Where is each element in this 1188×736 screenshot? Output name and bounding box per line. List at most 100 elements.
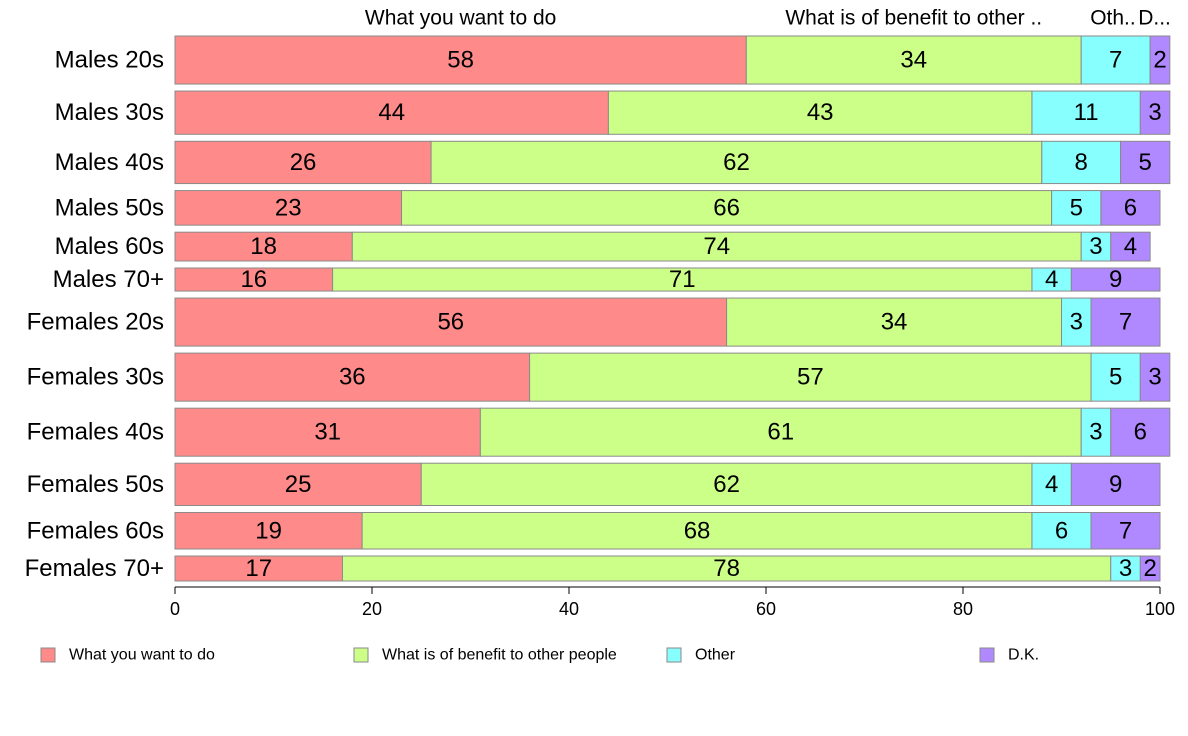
bar-value-label: 18 [250,233,277,260]
bar-segment [1080,35,1151,85]
bar-value-label: 16 [240,266,267,293]
top-labels: What you want to do What is of benefit to… [365,7,1171,30]
bar-segment [1051,190,1102,226]
bar-value-label: 9 [1109,266,1122,293]
bars: 58 34 7 244 43 11 326 62 8 523 66 5 618 74 3 416 71 4 956 3… [174,35,1171,582]
bar-segment [174,462,422,506]
bar-segment [420,462,1033,506]
bar-value-label: 61 [767,419,794,446]
category-label: Males 40s [55,149,164,176]
bar-value-label: 3 [1148,99,1161,126]
bar-segment [1110,231,1151,262]
top-category-label: Oth.. [1090,7,1136,30]
category-label: Males 20s [55,47,164,74]
bar-value-label: 2 [1153,47,1166,74]
bar-segment [174,35,747,85]
category-label: Females 50s [27,471,164,498]
bar-row: 26 62 8 5 [174,140,1171,185]
bar-value-label: 57 [797,364,824,391]
bar-segment [1031,90,1141,135]
legend-label: D.K. [1008,647,1039,664]
bar-value-label: 56 [437,309,464,336]
x-tick-label: 40 [559,599,579,619]
bar-segment [1110,555,1141,582]
bar-segment [174,352,531,402]
category-labels: Males 20s Males 30s Males 40s Males 50s Male… [25,47,164,582]
legend-swatch [40,647,56,663]
bar-value-label: 71 [669,266,696,293]
bar-segment [1041,140,1122,185]
legend-swatch [353,647,369,663]
bar-segment [1070,462,1161,506]
category-label: Females 60s [27,517,164,544]
bar-value-label: 3 [1070,309,1083,336]
bar-value-label: 34 [900,47,927,74]
bar-value-label: 7 [1119,517,1132,544]
bar-segment [745,35,1082,85]
bar-row: 56 34 3 7 [174,297,1161,347]
bar-value-label: 66 [713,194,740,221]
category-label: Males 70+ [53,266,164,293]
category-label: Females 70+ [25,555,164,582]
bar-segment [174,511,363,550]
bar-value-label: 43 [807,99,834,126]
bar-value-label: 25 [285,471,312,498]
bar-row: 16 71 4 9 [174,266,1161,293]
bar-row: 25 62 4 9 [174,462,1161,506]
bar-row: 36 57 5 3 [174,352,1171,402]
top-category-label: D... [1138,7,1171,30]
bar-segment [1149,35,1171,85]
bar-value-label: 44 [378,99,405,126]
bar-row: 58 34 7 2 [174,35,1171,85]
bar-segment [401,190,1053,226]
bar-value-label: 7 [1109,47,1122,74]
bar-segment [174,407,481,457]
bar-segment [1120,140,1171,185]
bar-segment [1139,555,1161,582]
bar-value-label: 9 [1109,471,1122,498]
bar-value-label: 4 [1045,471,1058,498]
bar-value-label: 19 [255,517,282,544]
bar-value-label: 17 [245,555,272,582]
bar-segment [174,297,728,347]
legend-item: What you want to do [40,647,215,664]
bar-segment [1100,190,1161,226]
legend-swatch [666,647,682,663]
bar-segment [174,231,353,262]
bar-value-label: 5 [1139,149,1152,176]
bar-segment [361,511,1033,550]
category-label: Males 60s [55,233,164,260]
bar-value-label: 6 [1124,194,1137,221]
legend-label: What is of benefit to other people [382,647,617,664]
bar-segment [174,190,403,226]
bar-value-label: 34 [881,309,908,336]
category-label: Males 50s [55,194,164,221]
x-tick-label: 0 [170,599,180,619]
bar-value-label: 8 [1075,149,1088,176]
x-tick-label: 20 [362,599,382,619]
bar-value-label: 6 [1134,419,1147,446]
category-label: Females 40s [27,419,164,446]
bar-value-label: 58 [447,47,474,74]
x-tick-label: 100 [1145,599,1175,619]
bar-value-label: 3 [1148,364,1161,391]
bar-segment [726,297,1062,347]
bar-segment [174,140,432,185]
legend-label: Other [695,647,736,664]
bar-row: 23 66 5 6 [174,190,1161,226]
legend-swatch [979,647,995,663]
bar-segment [1080,407,1112,457]
bar-segment [1070,267,1161,292]
category-label: Females 20s [27,309,164,336]
top-category-label: What you want to do [365,7,556,30]
bar-row: 31 61 3 6 [174,407,1171,457]
bar-segment [1139,90,1171,135]
bar-value-label: 5 [1070,194,1083,221]
bar-value-label: 5 [1109,364,1122,391]
bar-segment [174,90,609,135]
bar-segment [430,140,1043,185]
bar-segment [351,231,1082,262]
bar-value-label: 23 [275,194,302,221]
bar-value-label: 11 [1074,99,1099,126]
